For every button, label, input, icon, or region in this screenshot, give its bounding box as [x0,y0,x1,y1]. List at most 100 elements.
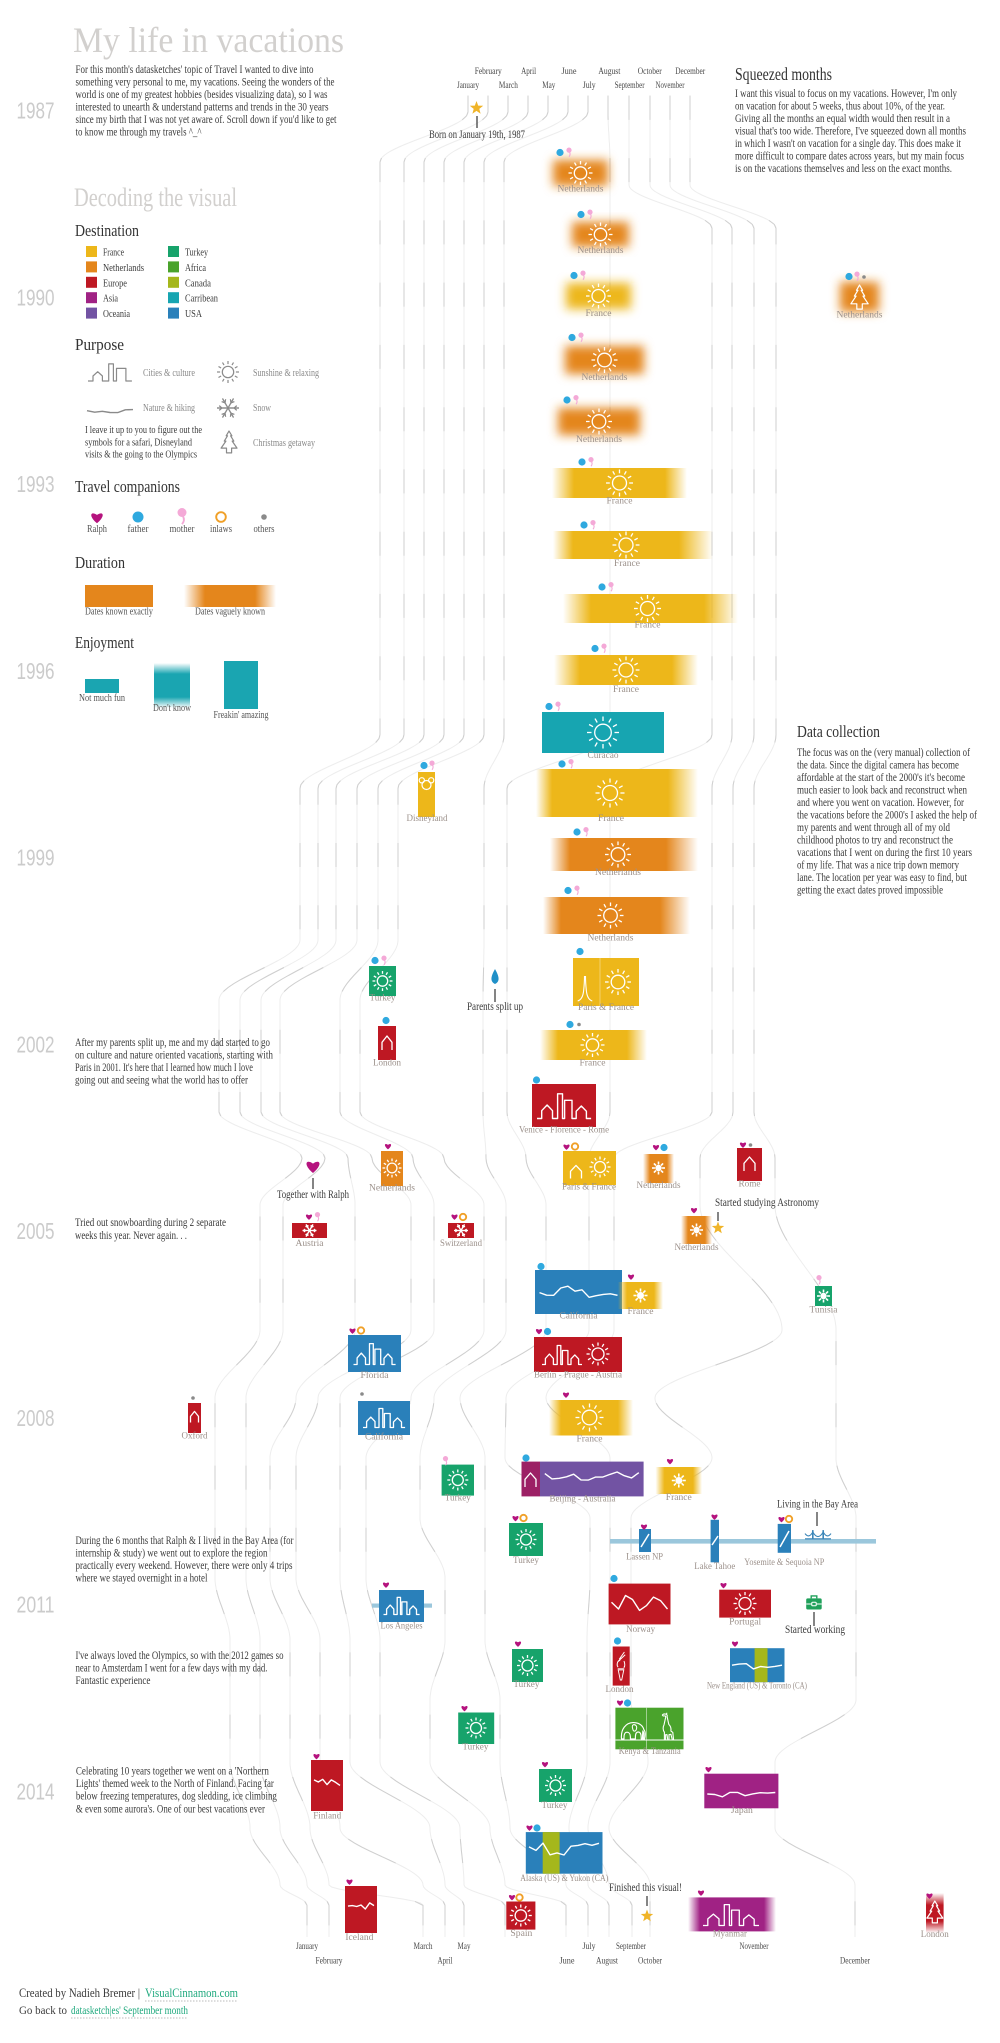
svg-text:is on the vacations themselves: is on the vacations themselves and less … [735,161,952,175]
svg-text:Turkey: Turkey [542,1801,568,1811]
svg-text:France: France [598,814,624,824]
svg-text:Living in the Bay Area: Living in the Bay Area [777,1499,858,1511]
svg-text:Netherlands: Netherlands [578,246,624,256]
svg-text:Netherlands: Netherlands [595,868,641,878]
svg-text:going out and seeing what the: going out and seeing what the world has … [75,1073,248,1087]
svg-text:Started working: Started working [785,1624,845,1636]
svg-text:Alaska (US) & Yukon (CA): Alaska (US) & Yukon (CA) [520,1873,608,1884]
svg-text:France: France [614,559,640,569]
svg-text:Europe: Europe [103,278,127,289]
svg-text:September: September [615,80,646,91]
svg-text:Netherlands: Netherlands [558,185,604,195]
svg-text:Asia: Asia [103,294,118,305]
svg-text:Started studying Astronomy: Started studying Astronomy [715,1197,819,1209]
svg-text:California: California [365,1432,404,1443]
svg-text:Tunisia: Tunisia [810,1306,839,1316]
svg-text:Data collection: Data collection [797,722,880,741]
svg-text:November: November [740,1941,770,1952]
svg-text:Venice - Florence - Rome: Venice - Florence - Rome [519,1126,609,1136]
svg-text:April: April [438,1956,453,1967]
svg-text:Myanmar: Myanmar [713,1930,748,1940]
svg-text:Together with Ralph: Together with Ralph [277,1189,349,1201]
svg-text:Netherlands: Netherlands [837,311,883,321]
svg-text:Purpose: Purpose [75,335,124,354]
svg-text:Nature & hiking: Nature & hiking [143,403,195,414]
svg-text:France: France [586,309,612,319]
svg-text:datasketch|es' September month: datasketch|es' September month [71,2005,188,2017]
svg-text:Florida: Florida [361,1371,390,1381]
svg-text:France: France [628,1307,654,1317]
svg-text:Christmas getaway: Christmas getaway [253,438,315,449]
svg-text:Enjoyment: Enjoyment [75,633,134,652]
svg-text:France: France [580,1059,606,1069]
svg-text:Netherlands: Netherlands [675,1243,719,1253]
svg-text:Los Angeles: Los Angeles [381,1622,423,1632]
svg-text:Japan: Japan [731,1806,753,1816]
svg-text:January: January [457,80,479,91]
svg-text:Disneyland: Disneyland [407,814,448,824]
svg-text:Snow: Snow [253,403,272,414]
svg-text:Yosemite & Sequoia NP: Yosemite & Sequoia NP [744,1558,824,1568]
svg-text:London: London [373,1059,401,1069]
svg-text:Born on January 19th, 1987: Born on January 19th, 1987 [429,129,525,141]
svg-text:Africa: Africa [185,263,206,274]
svg-text:Freakin' amazing: Freakin' amazing [214,710,269,721]
svg-text:July: July [583,1941,596,1952]
svg-text:Turkey: Turkey [462,1743,488,1753]
svg-text:VisualCinnamon.com: VisualCinnamon.com [145,1986,238,2000]
svg-text:inlaws: inlaws [210,524,232,535]
svg-text:France: France [666,1493,692,1503]
svg-text:France: France [613,685,639,695]
svg-text:Rome: Rome [739,1180,761,1190]
svg-text:Switzerland: Switzerland [440,1239,482,1249]
svg-text:London: London [606,1685,634,1695]
svg-text:August: August [596,1956,618,1967]
svg-text:USA: USA [185,309,202,320]
svg-text:January: January [296,1941,318,1952]
svg-text:October: October [638,1956,663,1967]
svg-text:Travel companions: Travel companions [75,477,180,496]
svg-text:Netherlands: Netherlands [576,435,622,445]
svg-text:Cities & culture: Cities & culture [143,368,195,379]
svg-text:Go back to: Go back to [19,2005,67,2017]
svg-text:1996: 1996 [17,658,55,684]
svg-text:Duration: Duration [75,553,125,572]
svg-text:Carribean: Carribean [185,294,219,305]
svg-text:Turkey: Turkey [185,248,209,259]
svg-text:1999: 1999 [17,845,55,871]
svg-text:Netherlands: Netherlands [369,1184,415,1194]
svg-text:California: California [560,1311,599,1322]
svg-text:symbols for a safari, Disneyla: symbols for a safari, Disneyland [85,436,192,448]
svg-text:Don't know: Don't know [153,703,192,714]
svg-text:Beijing - Australia: Beijing - Australia [550,1495,617,1505]
svg-text:mother: mother [170,524,196,535]
svg-text:Canada: Canada [185,278,211,289]
svg-text:June: June [560,1956,576,1967]
svg-text:Dates vaguely known: Dates vaguely known [195,607,265,618]
svg-text:others: others [254,524,275,535]
svg-text:Dates known exactly: Dates known exactly [85,607,153,618]
svg-text:Norway: Norway [626,1625,655,1635]
svg-text:Netherlands: Netherlands [588,934,634,944]
svg-text:October: October [638,66,663,77]
svg-text:June: June [562,66,578,77]
svg-text:2011: 2011 [17,1592,55,1618]
svg-text:Paris & France: Paris & France [562,1183,616,1193]
svg-text:2002: 2002 [17,1031,55,1057]
svg-text:Decoding the visual: Decoding the visual [74,183,237,212]
svg-text:Berlin - Prague - Austria: Berlin - Prague - Austria [534,1371,623,1381]
svg-text:February: February [316,1956,343,1967]
svg-text:visits & the going to the Olym: visits & the going to the Olympics [85,449,197,461]
svg-text:2014: 2014 [17,1779,55,1805]
svg-text:July: July [583,80,596,91]
svg-text:London: London [921,1930,949,1940]
svg-text:Finland: Finland [313,1812,341,1822]
svg-text:Created by Nadieh Bremer |: Created by Nadieh Bremer | [19,1986,140,2000]
svg-text:September: September [616,1941,647,1952]
svg-text:2008: 2008 [17,1405,55,1431]
svg-text:Spain: Spain [510,1929,532,1939]
svg-text:Turkey: Turkey [370,994,396,1004]
svg-text:Destination: Destination [75,221,139,240]
svg-text:May: May [542,80,555,91]
svg-text:December: December [675,66,706,77]
